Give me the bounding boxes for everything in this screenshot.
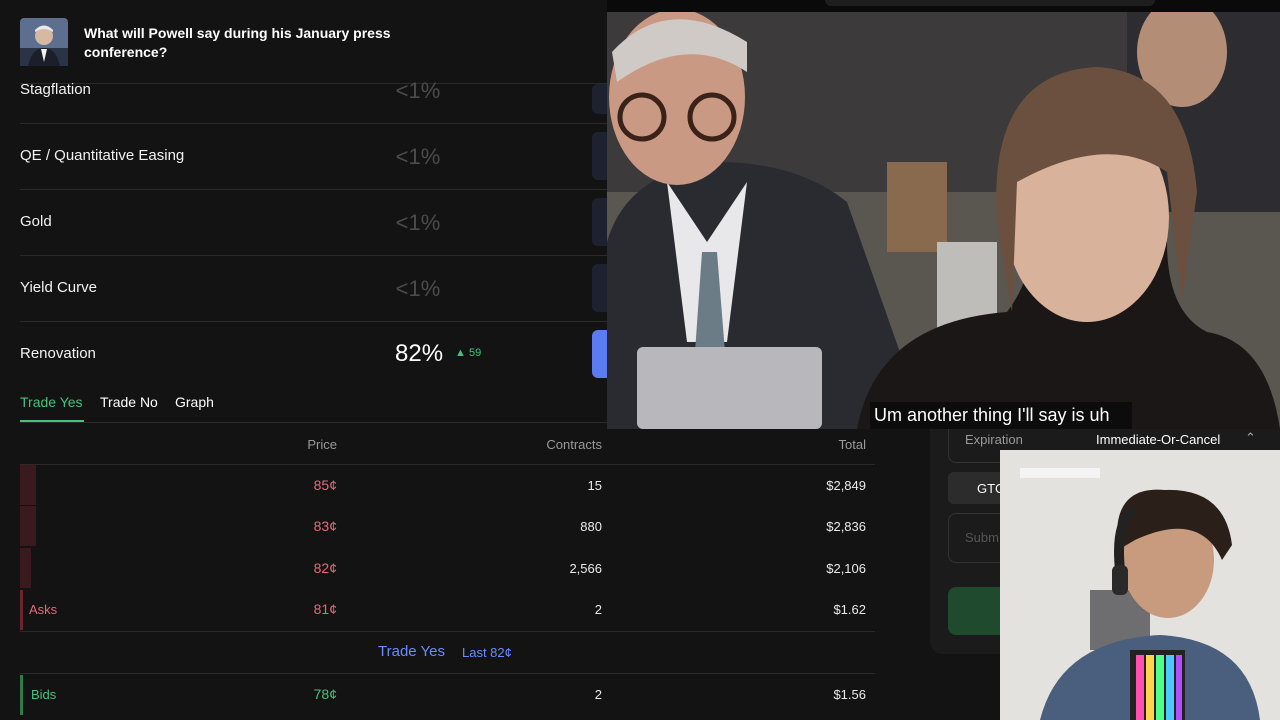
market-name[interactable]: Renovation bbox=[20, 345, 96, 362]
market-name[interactable]: QE / Quantitative Easing bbox=[20, 147, 185, 164]
change-arrow: ▲ bbox=[455, 347, 466, 359]
bid-total: $1.56 bbox=[833, 687, 866, 702]
gtc-label: GTC bbox=[977, 481, 1005, 496]
ask-total: $2,849 bbox=[826, 478, 866, 493]
ask-total: $2,106 bbox=[826, 561, 866, 576]
confirm-button[interactable] bbox=[948, 587, 1008, 635]
orderbook bbox=[0, 430, 930, 720]
depth-bar bbox=[20, 590, 23, 630]
tab[interactable]: Trade No bbox=[100, 394, 158, 410]
chevron-icon: ⌃ bbox=[1245, 430, 1256, 445]
gtc-button[interactable] bbox=[948, 472, 1008, 504]
ask-price[interactable]: 83¢ bbox=[313, 518, 337, 534]
market-change: 59 bbox=[469, 347, 482, 359]
column-header: Price bbox=[307, 437, 337, 452]
market-chance: <1% bbox=[395, 78, 441, 103]
asks-label: Asks bbox=[29, 602, 58, 617]
ask-contracts: 15 bbox=[587, 478, 602, 493]
submit-placeholder: Subm bbox=[965, 530, 999, 545]
market-chance: <1% bbox=[395, 276, 441, 301]
ask-contracts: 2 bbox=[594, 602, 602, 617]
market-name[interactable]: Gold bbox=[20, 213, 52, 230]
ask-price[interactable]: 85¢ bbox=[313, 477, 337, 493]
search-bar bbox=[825, 0, 1155, 6]
ask-total: $2,836 bbox=[826, 519, 866, 534]
market-title: What will Powell say during his January … bbox=[84, 25, 391, 60]
column-header: Total bbox=[838, 437, 866, 452]
market-name[interactable]: Stagflation bbox=[20, 81, 91, 98]
depth-bar bbox=[20, 465, 36, 505]
bid-price[interactable]: 78¢ bbox=[313, 686, 337, 702]
bids-label: Bids bbox=[31, 687, 57, 702]
ask-price[interactable]: 81¢ bbox=[313, 601, 337, 617]
market-name[interactable]: Yield Curve bbox=[20, 279, 97, 296]
tab[interactable]: Trade Yes bbox=[20, 394, 83, 410]
market-chance: <1% bbox=[395, 210, 441, 235]
market-chance: 82% bbox=[395, 340, 444, 367]
tab-underline bbox=[20, 420, 84, 422]
depth-bar bbox=[20, 506, 36, 546]
ask-price[interactable]: 82¢ bbox=[313, 560, 337, 576]
tab[interactable]: Graph bbox=[175, 394, 214, 410]
bid-contracts: 2 bbox=[594, 687, 602, 702]
spread-last: Last 82¢ bbox=[462, 645, 512, 660]
market-panel bbox=[0, 0, 607, 430]
market-avatar bbox=[20, 18, 68, 66]
expiration-value: Immediate-Or-Cancel bbox=[1096, 432, 1221, 447]
webcam-frame bbox=[1000, 450, 1280, 720]
depth-bar bbox=[20, 675, 23, 715]
video-subtitle: Um another thing I'll say is uh bbox=[874, 405, 1110, 425]
depth-bar bbox=[20, 548, 31, 588]
ask-total: $1.62 bbox=[833, 602, 866, 617]
column-header: Contracts bbox=[546, 437, 602, 452]
video-frame bbox=[607, 12, 1280, 429]
spread-title: Trade Yes bbox=[378, 643, 445, 660]
ask-contracts: 880 bbox=[580, 519, 602, 534]
expiration-label: Expiration bbox=[965, 432, 1023, 447]
ask-contracts: 2,566 bbox=[569, 561, 602, 576]
market-chance: <1% bbox=[395, 144, 441, 169]
